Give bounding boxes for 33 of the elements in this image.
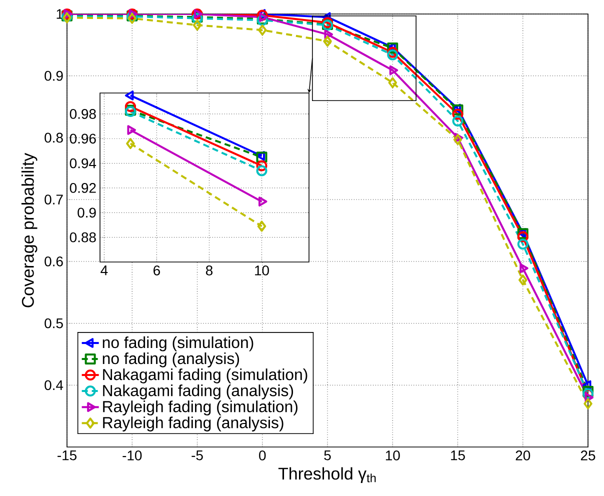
x-axis-title: Threshold γ$_{th}$ — [278, 467, 376, 484]
y-tick-label: 0.6 — [44, 256, 63, 266]
y-axis-title: Coverage probability — [21, 152, 38, 308]
y-tick-label: 0.8 — [44, 132, 63, 143]
y-tick-label: 0.9 — [44, 70, 63, 81]
y-tick-label: 0.9 — [78, 208, 96, 218]
legend-label: no fading (simulation) — [102, 336, 254, 352]
x-tick-label: 8 — [206, 266, 213, 276]
y-tick-label: 0.92 — [70, 183, 96, 193]
x-tick-label: 6 — [154, 266, 160, 276]
legend-label: no fading (analysis) — [102, 352, 239, 368]
x-tick-label: 10 — [255, 266, 269, 276]
legend-label: Nakagami fading (simulation) — [103, 368, 308, 384]
legend-label: Rayleigh fading (simulation) — [103, 400, 298, 416]
y-tick-label: 0.98 — [70, 109, 96, 119]
x-tick-label: 25 — [580, 450, 596, 460]
y-tick-label: 0.96 — [70, 134, 96, 144]
legend-label: Rayleigh fading (analysis) — [103, 416, 284, 432]
x-tick-label: 15 — [451, 450, 465, 460]
y-tick-label: 0.4 — [44, 380, 64, 390]
x-tick-label: 5 — [324, 450, 331, 460]
x-tick-label: 20 — [516, 450, 530, 460]
x-tick-label: 4 — [100, 266, 108, 276]
y-tick-label: 0.94 — [70, 158, 96, 168]
x-tick-label: -15 — [58, 450, 76, 460]
y-tick-label: 0.7 — [44, 194, 63, 205]
y-tick-label: 0.5 — [44, 318, 63, 328]
x-tick-label: 10 — [386, 450, 400, 460]
x-tick-label: -5 — [192, 450, 203, 460]
x-tick-label: -10 — [122, 450, 142, 460]
y-tick-label: 0.88 — [70, 232, 96, 242]
x-tick-label: 0 — [259, 450, 266, 460]
legend-label: Nakagami fading (analysis) — [103, 384, 294, 400]
